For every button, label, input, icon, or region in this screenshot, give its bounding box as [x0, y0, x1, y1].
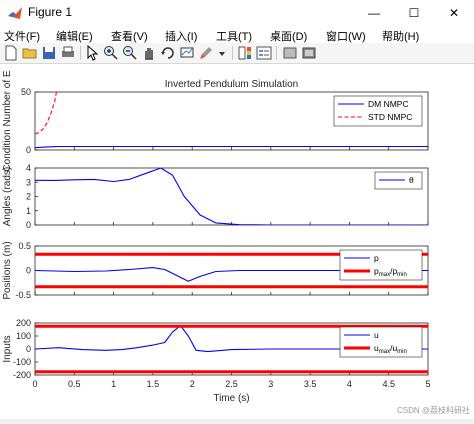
menu-bar: 文件(F) 编辑(E) 查看(V) 插入(I) 工具(T) 桌面(D) 窗口(W… [0, 26, 474, 43]
menu-window[interactable]: 窗口(W) [326, 31, 366, 43]
x-tick-label: 0 [32, 379, 37, 389]
x-tick-label: 1 [111, 379, 116, 389]
x-tick-label: 1.5 [147, 379, 160, 389]
new-figure-icon[interactable] [3, 45, 19, 61]
y-tick-label: 100 [16, 331, 31, 341]
y-tick-label: 3 [26, 177, 31, 187]
legend-box [339, 326, 423, 358]
y-tick-label: 0 [26, 344, 31, 354]
title-bar: Figure 1 — ☐ ✕ [0, 0, 474, 26]
y-tick-label: 0 [26, 145, 31, 155]
x-tick-label: 2 [190, 379, 195, 389]
menu-file[interactable]: 文件(F) [4, 31, 41, 43]
y-axis-label: Positions (m) [2, 241, 13, 299]
x-tick-label: 0.5 [68, 379, 81, 389]
y-axis-label: Condition Number of E [2, 70, 13, 171]
y-tick-label: -100 [13, 357, 31, 367]
axes-3: -0.5 0 0.5 Positions (m) p pmax/pmin [2, 241, 429, 300]
colorbar-icon[interactable] [237, 45, 253, 61]
y-tick-label: 0 [26, 266, 31, 276]
series-line-0 [35, 267, 428, 282]
y-axis-label: Angles (rads) [2, 167, 13, 226]
print-icon[interactable] [60, 45, 76, 61]
toolbar [0, 43, 474, 64]
chart-title: Inverted Pendulum Simulation [165, 79, 298, 90]
minimize-button[interactable]: — [368, 6, 380, 20]
legend-box [339, 249, 423, 281]
y-tick-label: 200 [16, 318, 31, 328]
y-tick-label: 2 [26, 192, 31, 202]
legend-icon[interactable] [256, 45, 272, 61]
hide-plot-tools-icon[interactable] [282, 45, 298, 61]
series-line-1 [35, 92, 57, 135]
legend-box [333, 95, 423, 127]
legend-label: umax/umin [374, 343, 407, 355]
legend-label: pmax/pmin [374, 266, 407, 278]
rotate-3d-icon[interactable] [160, 45, 176, 61]
x-tick-label: 2.5 [225, 379, 238, 389]
show-plot-tools-icon[interactable] [301, 45, 317, 61]
axes-1: 0 50 Inverted Pendulum Simulation Condition… [2, 70, 429, 172]
series-line-0 [35, 325, 428, 353]
zoom-in-icon[interactable] [103, 45, 119, 61]
close-button[interactable]: ✕ [448, 6, 460, 20]
pan-icon[interactable] [141, 45, 157, 61]
x-tick-label: 3.5 [304, 379, 317, 389]
menu-desktop[interactable]: 桌面(D) [270, 31, 308, 43]
menu-help[interactable]: 帮助(H) [382, 31, 420, 43]
axes-4: 0 0.5 1 1.5 2 2.5 3 3.5 4 4.5 5 -200 -100 0 100 200Inpu… [2, 318, 431, 404]
series-line-0 [35, 168, 428, 225]
legend-label: θ [409, 175, 414, 185]
legend-label: u [374, 330, 379, 340]
brush-icon[interactable] [198, 45, 214, 61]
open-file-icon[interactable] [22, 45, 38, 61]
brush-dropdown-icon[interactable] [214, 45, 230, 61]
data-cursor-icon[interactable] [179, 45, 195, 61]
legend: p pmax/pmin [339, 249, 423, 281]
y-axis-label: Inputs [2, 335, 13, 362]
series-line-0 [35, 145, 428, 149]
legend-label: DM NMPC [368, 99, 409, 109]
pointer-icon[interactable] [84, 45, 100, 61]
legend: u umax/umin [339, 326, 423, 358]
y-tick-label: 4 [26, 163, 31, 173]
maximize-button[interactable]: ☐ [408, 6, 420, 20]
matlab-logo-icon [8, 7, 22, 19]
figure-canvas: 0 50 Inverted Pendulum Simulation Condition… [0, 64, 474, 419]
plot-box [34, 167, 429, 226]
y-tick-label: -200 [13, 370, 31, 380]
zoom-out-icon[interactable] [122, 45, 138, 61]
menu-view[interactable]: 查看(V) [111, 31, 148, 43]
y-tick-label: 50 [21, 87, 31, 97]
y-tick-label: 0.5 [18, 241, 31, 251]
x-tick-label: 5 [425, 379, 430, 389]
legend-label: STD NMPC [368, 112, 412, 122]
window-title: Figure 1 [28, 5, 73, 19]
legend: DM NMPC STD NMPC [333, 95, 423, 127]
x-tick-label: 4 [347, 379, 352, 389]
axes-2: 0 1 2 3 4 Angles (rads) θ [2, 163, 429, 230]
y-tick-label: -0.5 [15, 290, 31, 300]
y-tick-label: 0 [26, 220, 31, 230]
save-icon[interactable] [41, 45, 57, 61]
legend: θ [374, 171, 423, 190]
menu-edit[interactable]: 编辑(E) [56, 31, 93, 43]
watermark: CSDN @荔枝科研社 [397, 405, 470, 415]
x-axis-label: Time (s) [213, 393, 249, 404]
menu-tools[interactable]: 工具(T) [216, 31, 253, 43]
y-tick-label: 1 [26, 206, 31, 216]
x-tick-label: 4.5 [382, 379, 395, 389]
legend-label: p [374, 253, 379, 263]
x-tick-label: 3 [268, 379, 273, 389]
menu-insert[interactable]: 插入(I) [165, 31, 198, 43]
